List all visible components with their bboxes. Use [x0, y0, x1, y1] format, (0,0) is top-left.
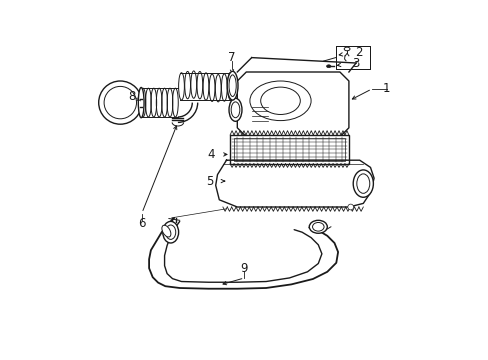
Polygon shape [149, 218, 337, 289]
Polygon shape [215, 160, 373, 207]
Ellipse shape [228, 75, 236, 96]
Ellipse shape [163, 221, 178, 243]
Bar [336, 46, 370, 69]
Ellipse shape [352, 170, 373, 197]
Bar [230, 135, 348, 164]
Circle shape [347, 204, 353, 210]
Circle shape [99, 81, 142, 124]
Bar [336, 46, 370, 69]
Ellipse shape [344, 47, 349, 51]
Text: 4: 4 [207, 148, 215, 161]
Ellipse shape [231, 102, 239, 118]
Ellipse shape [312, 222, 324, 231]
Ellipse shape [249, 81, 310, 121]
Ellipse shape [260, 87, 300, 114]
Bar [233, 138, 345, 161]
Text: 3: 3 [352, 57, 359, 70]
Ellipse shape [227, 71, 238, 100]
Ellipse shape [326, 65, 330, 68]
Text: 5: 5 [206, 175, 214, 188]
Ellipse shape [138, 87, 144, 118]
Text: 9: 9 [240, 262, 248, 275]
Polygon shape [237, 72, 348, 137]
Text: 6: 6 [138, 217, 145, 230]
Text: 2: 2 [354, 46, 362, 59]
Ellipse shape [309, 220, 326, 233]
Ellipse shape [165, 225, 175, 239]
Ellipse shape [356, 174, 369, 193]
Ellipse shape [228, 98, 242, 121]
Text: 8: 8 [128, 90, 136, 103]
Text: 1: 1 [382, 82, 389, 95]
Circle shape [104, 86, 136, 119]
Text: 7: 7 [228, 51, 235, 64]
Ellipse shape [162, 225, 170, 237]
